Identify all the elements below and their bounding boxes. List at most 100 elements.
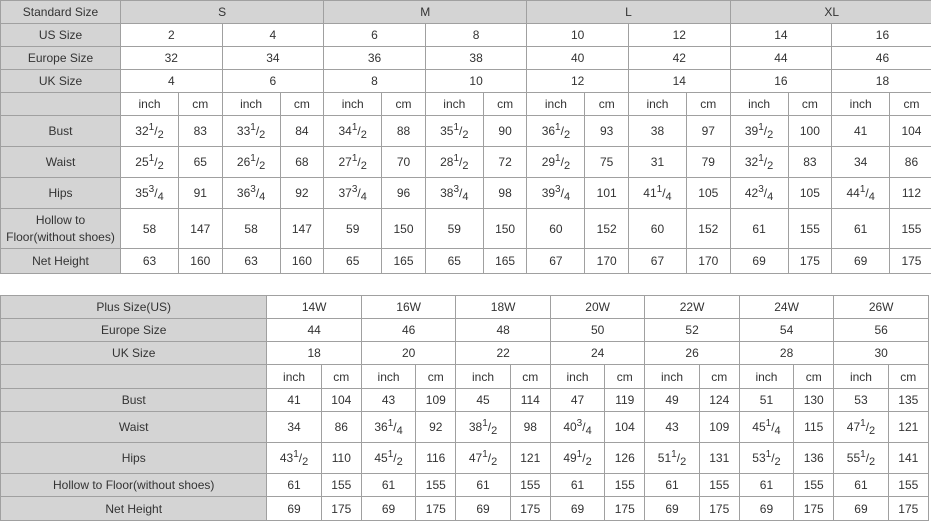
measurement-cell: 170 xyxy=(585,249,629,274)
measurement-cell: 175 xyxy=(788,249,832,274)
uk-size-value: 4 xyxy=(121,70,223,93)
measurement-cell: 67 xyxy=(527,249,585,274)
measurement-cell: 155 xyxy=(605,474,645,497)
measurement-cell: 155 xyxy=(699,474,739,497)
measurement-cell: 121 xyxy=(510,443,550,474)
measurement-cell: 67 xyxy=(628,249,686,274)
us-size-value: 4 xyxy=(222,24,324,47)
fraction-value: 471/2 xyxy=(847,420,875,434)
measurement-cell: 41 xyxy=(832,116,890,147)
uk-size-value: 22 xyxy=(456,342,550,365)
size-group-l: L xyxy=(527,1,730,24)
measurement-cell: 43 xyxy=(645,412,699,443)
europe-size-label: Europe Size xyxy=(1,319,267,342)
measurement-cell: 152 xyxy=(585,209,629,249)
uk-size-value: 16 xyxy=(730,70,832,93)
measurement-cell: 331/2 xyxy=(222,116,280,147)
unit-cm: cm xyxy=(888,365,928,389)
measurement-cell: 90 xyxy=(483,116,527,147)
measurement-cell: 34 xyxy=(267,412,321,443)
measurement-cell: 109 xyxy=(416,389,456,412)
measurement-label: Bust xyxy=(1,116,121,147)
measurement-cell: 109 xyxy=(699,412,739,443)
measurement-cell: 175 xyxy=(699,497,739,521)
measurement-cell: 511/2 xyxy=(645,443,699,474)
measurement-cell: 34 xyxy=(832,147,890,178)
measurement-cell: 43 xyxy=(361,389,415,412)
measurement-cell: 98 xyxy=(510,412,550,443)
europe-size-value: 56 xyxy=(834,319,929,342)
standard-size-label: Standard Size xyxy=(1,1,121,24)
measurement-cell: 451/2 xyxy=(361,443,415,474)
fraction-value: 411/4 xyxy=(643,186,671,200)
europe-size-value: 50 xyxy=(550,319,644,342)
europe-size-value: 32 xyxy=(121,47,223,70)
measurement-cell: 175 xyxy=(510,497,550,521)
us-size-value: 6 xyxy=(324,24,426,47)
measurement-cell: 70 xyxy=(382,147,426,178)
measurement-cell: 53 xyxy=(834,389,888,412)
us-size-label: US Size xyxy=(1,24,121,47)
fraction-value: 451/4 xyxy=(752,420,780,434)
measurement-cell: 373/4 xyxy=(324,178,382,209)
fraction-value: 353/4 xyxy=(135,186,163,200)
us-size-value: 8 xyxy=(425,24,527,47)
measurement-cell: 75 xyxy=(585,147,629,178)
uk-size-value: 20 xyxy=(361,342,455,365)
fraction-value: 471/2 xyxy=(469,451,497,465)
measurement-cell: 165 xyxy=(382,249,426,274)
measurement-cell: 47 xyxy=(550,389,604,412)
measurement-label: Waist xyxy=(1,412,267,443)
measurement-cell: 93 xyxy=(585,116,629,147)
us-size-value: 14 xyxy=(730,24,832,47)
uk-size-label: UK Size xyxy=(1,70,121,93)
measurement-cell: 351/2 xyxy=(425,116,483,147)
measurement-cell: 391/2 xyxy=(730,116,788,147)
measurement-cell: 112 xyxy=(890,178,931,209)
measurement-cell: 88 xyxy=(382,116,426,147)
unit-cm: cm xyxy=(510,365,550,389)
measurement-cell: 59 xyxy=(324,209,382,249)
unit-inch: inch xyxy=(832,93,890,116)
measurement-cell: 155 xyxy=(888,474,928,497)
unit-cm: cm xyxy=(416,365,456,389)
measurement-label: Hips xyxy=(1,443,267,474)
measurement-cell: 86 xyxy=(321,412,361,443)
plus-size-label: Plus Size(US) xyxy=(1,296,267,319)
measurement-cell: 251/2 xyxy=(121,147,179,178)
fraction-value: 361/4 xyxy=(374,420,402,434)
measurement-cell: 97 xyxy=(686,116,730,147)
fraction-value: 491/2 xyxy=(563,451,591,465)
fraction-value: 511/2 xyxy=(658,451,686,465)
measurement-cell: 152 xyxy=(686,209,730,249)
measurement-cell: 175 xyxy=(605,497,645,521)
measurement-cell: 104 xyxy=(605,412,645,443)
measurement-cell: 60 xyxy=(527,209,585,249)
measurement-cell: 104 xyxy=(890,116,931,147)
measurement-label: Hollow to Floor(without shoes) xyxy=(1,474,267,497)
unit-cm: cm xyxy=(179,93,223,116)
measurement-cell: 69 xyxy=(550,497,604,521)
unit-inch: inch xyxy=(121,93,179,116)
fraction-value: 423/4 xyxy=(745,186,773,200)
unit-inch: inch xyxy=(550,365,604,389)
measurement-cell: 155 xyxy=(321,474,361,497)
europe-size-value: 46 xyxy=(832,47,931,70)
measurement-cell: 63 xyxy=(222,249,280,274)
measurement-cell: 101 xyxy=(585,178,629,209)
measurement-cell: 135 xyxy=(888,389,928,412)
measurement-cell: 341/2 xyxy=(324,116,382,147)
measurement-cell: 59 xyxy=(425,209,483,249)
measurement-label: Hips xyxy=(1,178,121,209)
unit-inch: inch xyxy=(834,365,888,389)
unit-cm: cm xyxy=(321,365,361,389)
measurement-cell: 69 xyxy=(730,249,788,274)
